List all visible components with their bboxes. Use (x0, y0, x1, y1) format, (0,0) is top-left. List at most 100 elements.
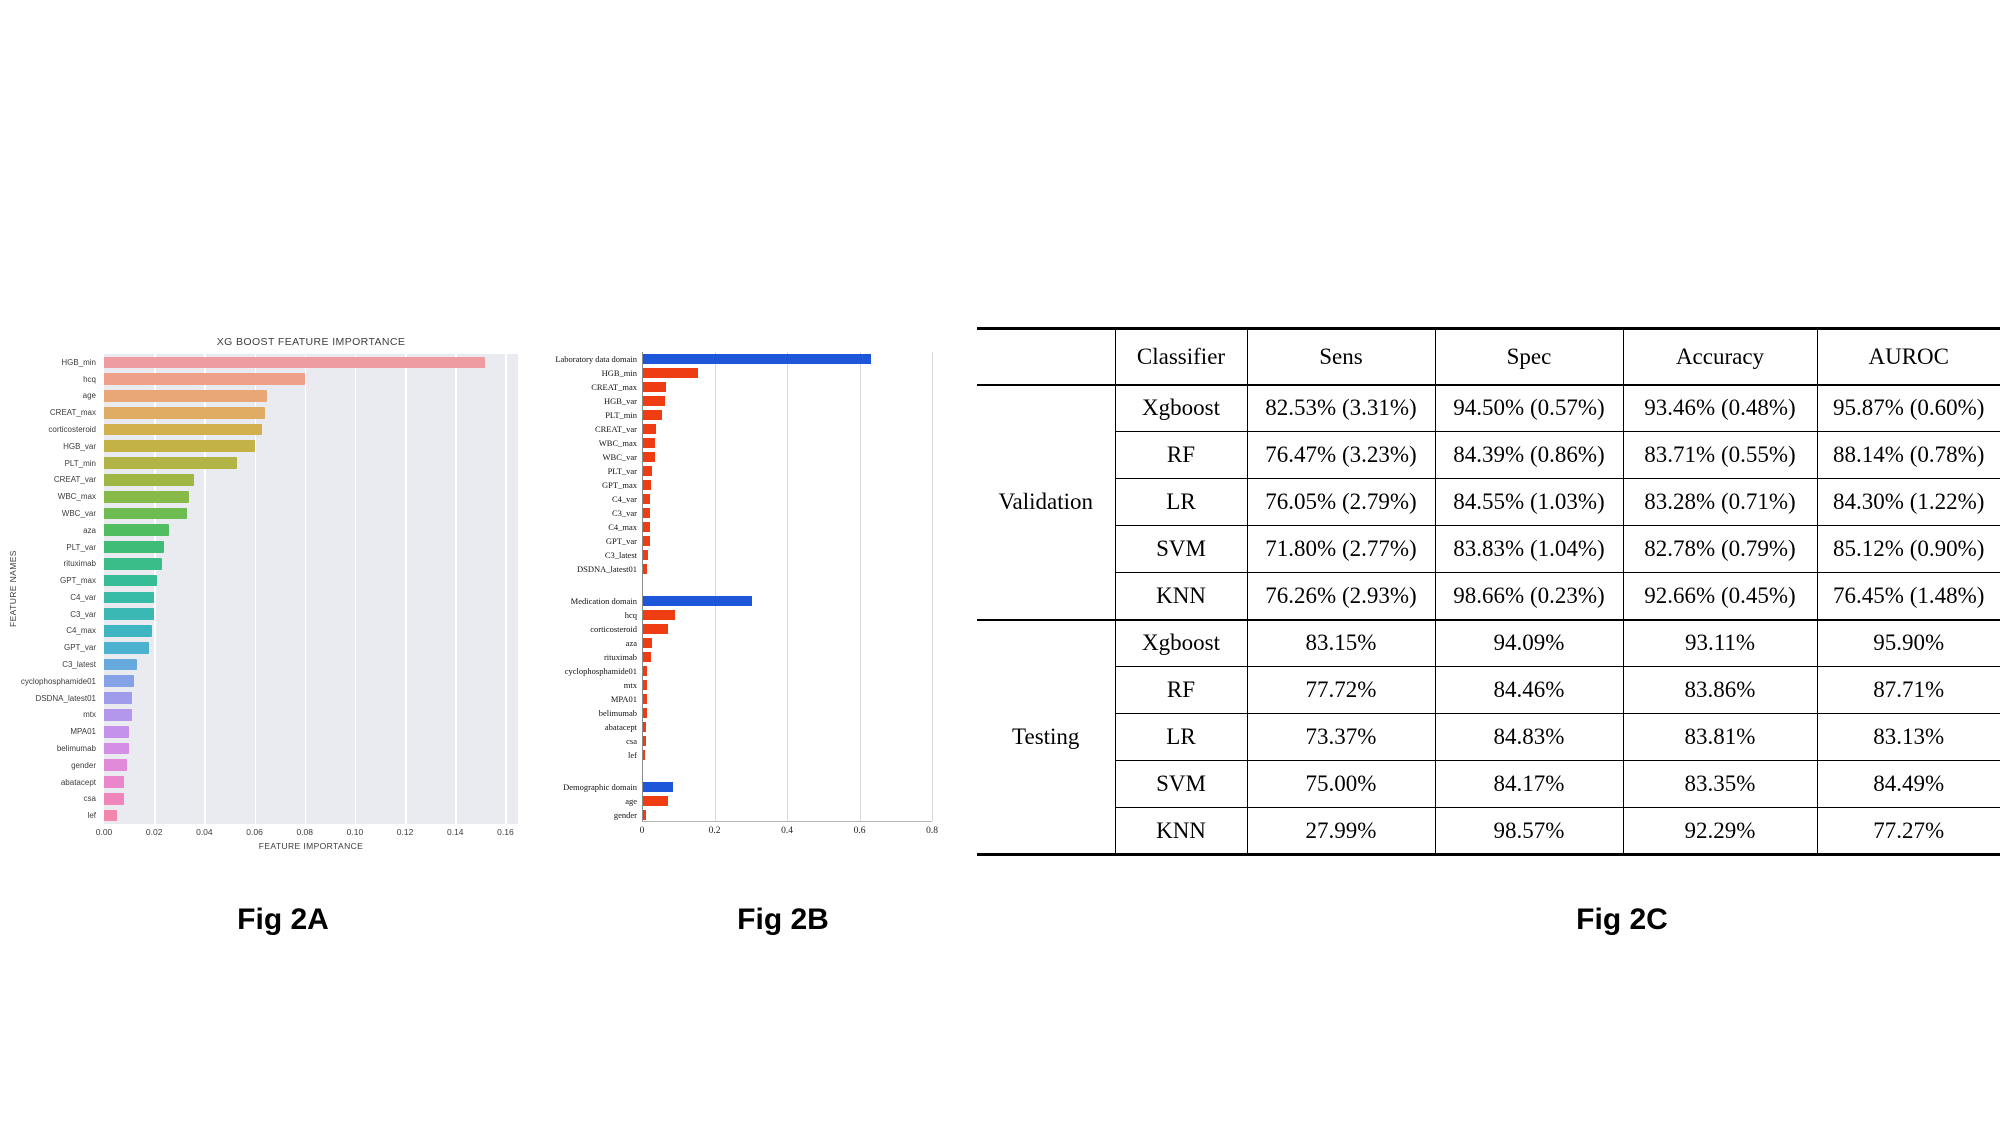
fig2a-bar (104, 373, 305, 386)
fig2c-metric-cell: 84.46% (1434, 666, 1624, 714)
fig2b-domain-label: Medication domain (570, 596, 637, 606)
fig2b-bar (643, 368, 699, 378)
fig2b-feature-label: belimumab (598, 708, 637, 718)
fig2c-row: Testing Xgboost 83.15% 94.09% 93.11% 95.90% (977, 618, 2000, 855)
fig2b-bar-track (642, 678, 932, 692)
fig2a-bar (104, 792, 125, 805)
fig2c-row: Validation Xgboost 82.53% (3.31%) 94.50% (0… (977, 384, 2000, 620)
fig2a-category-label: MPA01 (70, 727, 96, 737)
fig2a-category-label: CREAT_var (53, 475, 96, 485)
fig2c-metric-cell: 93.46% (0.48%) (1622, 384, 1818, 432)
fig2b-bar-track (642, 534, 932, 548)
fig2b-bar (643, 624, 669, 634)
fig2c-classifier-cell: LR (1114, 713, 1248, 761)
fig2a-bar (104, 591, 155, 604)
fig2c-classifier-cell: LR (1114, 478, 1248, 526)
fig2b-feature-row: GPT_max (498, 478, 932, 492)
fig2a-chart: XG BOOST FEATURE IMPORTANCE FEATURE NAME… (0, 330, 560, 870)
fig2a-category-label: mtx (83, 710, 96, 720)
fig2c-classifier-cell: SVM (1114, 760, 1248, 808)
fig2c-classifier-cell: KNN (1114, 807, 1248, 855)
fig2c-metric-cell: 87.71% (1816, 666, 2000, 714)
fig2b-feature-label: GPT_max (602, 480, 637, 490)
fig2b-bar-track (642, 366, 932, 380)
fig2c-classifier-cell: RF (1114, 431, 1248, 479)
fig2b-bar-track (642, 706, 932, 720)
fig2c-column-header: Accuracy (1622, 328, 1818, 386)
fig2a-gridline (154, 354, 156, 824)
fig2b-bar (643, 494, 651, 504)
fig2c-metric-cell: 82.78% (0.79%) (1622, 525, 1818, 573)
fig2a-category-label: PLT_min (64, 458, 96, 468)
fig2b-feature-label: mtx (623, 680, 637, 690)
fig2b-domain-row: Laboratory data domain (498, 352, 932, 366)
fig2a-category-label: PLT_var (66, 542, 96, 552)
fig2a-category-label: CREAT_max (49, 408, 96, 418)
fig2a-category-label: C3_latest (62, 660, 96, 670)
fig2a-bar (104, 474, 195, 486)
fig2b-bar (643, 722, 646, 732)
fig2b-bar-track (642, 780, 932, 794)
fig2a-x-tick-label: 0.16 (497, 827, 514, 837)
fig2a-gridline (405, 354, 407, 824)
fig2a-caption: Fig 2A (237, 903, 329, 936)
fig2b-gridline (859, 352, 861, 821)
fig2b-bar (643, 508, 651, 518)
fig2c-row: LR 73.37% 84.83% 83.81% 83.13% (977, 713, 2000, 761)
fig2b-feature-row: GPT_var (498, 534, 932, 548)
fig2a-bar (104, 641, 150, 654)
fig2a-x-tick-label: 0.06 (246, 827, 263, 837)
fig2c-classifier-cell: Xgboost (1114, 384, 1248, 432)
fig2a-category-label: HGB_min (61, 357, 96, 367)
fig2a-category-label: abatacept (60, 777, 96, 787)
fig2b-feature-row: PLT_min (498, 408, 932, 422)
fig2a-category-label: hcq (83, 374, 96, 384)
fig2a-bar (104, 490, 190, 503)
fig2b-feature-row: mtx (498, 678, 932, 692)
fig2c-metric-cell: 83.28% (0.71%) (1622, 478, 1818, 526)
fig2c-header-row: Classifier Sens Spec Accuracy AUROC (977, 328, 2000, 386)
fig2b-feature-row: C4_var (498, 492, 932, 506)
fig2b-bar (643, 596, 752, 606)
fig2a-category-label: C3_var (70, 609, 96, 619)
fig2b-feature-label: PLT_var (607, 466, 637, 476)
fig2c-metric-cell: 75.00% (1246, 760, 1436, 808)
fig2a-gridline (354, 354, 357, 824)
fig2a-bar (104, 524, 170, 537)
fig2b-feature-label: CREAT_var (594, 424, 637, 434)
fig2a-bar (104, 725, 130, 738)
fig2b-bar (643, 354, 872, 364)
fig2b-feature-row: belimumab (498, 706, 932, 720)
fig2c-metric-cell: 85.12% (0.90%) (1816, 525, 2000, 573)
fig2c-classifier-cell: SVM (1114, 525, 1248, 573)
fig2c-performance-table: Classifier Sens Spec Accuracy AUROC Validati… (977, 327, 2000, 856)
fig2b-domain-row: Demographic domain (498, 780, 932, 794)
fig2b-domain-label: Demographic domain (563, 782, 637, 792)
fig2c-row: RF 76.47% (3.23%) 84.39% (0.86%) 83.71% (0.… (977, 431, 2000, 479)
fig2b-feature-label: abatacept (604, 722, 637, 732)
fig2c-metric-cell: 94.09% (1434, 618, 1624, 667)
fig2b-feature-label: WBC_var (602, 452, 637, 462)
fig2b-x-tick-label: 0.2 (708, 826, 721, 836)
fig2c-metric-cell: 92.66% (0.45%) (1622, 572, 1818, 620)
fig2b-bar (643, 480, 651, 490)
fig2b-chart: Laboratory data domain HGB_min CREAT_max HG… (498, 352, 943, 852)
fig2a-bar (104, 709, 132, 721)
fig2c-metric-cell: 76.47% (3.23%) (1246, 431, 1436, 479)
fig2b-feature-label: rituximab (603, 652, 637, 662)
fig2b-feature-row: corticosteroid (498, 622, 932, 636)
fig2b-bar-track (642, 394, 932, 408)
fig2b-feature-row: DSDNA_latest01 (498, 562, 932, 576)
fig2a-x-tick-label: 0.10 (346, 827, 364, 837)
fig2a-category-label: csa (83, 794, 96, 804)
fig2b-bar (643, 666, 648, 676)
fig2b-feature-row: CREAT_var (498, 422, 932, 436)
fig2a-category-label: DSDNA_latest01 (35, 693, 96, 703)
fig2c-classifier-cell: RF (1114, 666, 1248, 714)
fig2b-feature-label: C4_var (611, 494, 637, 504)
fig2c-metric-cell: 83.81% (1622, 713, 1818, 761)
fig2b-x-ticks: 0 0.2 0.4 0.6 0.8 (498, 826, 943, 840)
fig2a-gridline (204, 354, 206, 824)
fig2b-feature-row: CREAT_max (498, 380, 932, 394)
fig2b-gridline (714, 352, 716, 821)
